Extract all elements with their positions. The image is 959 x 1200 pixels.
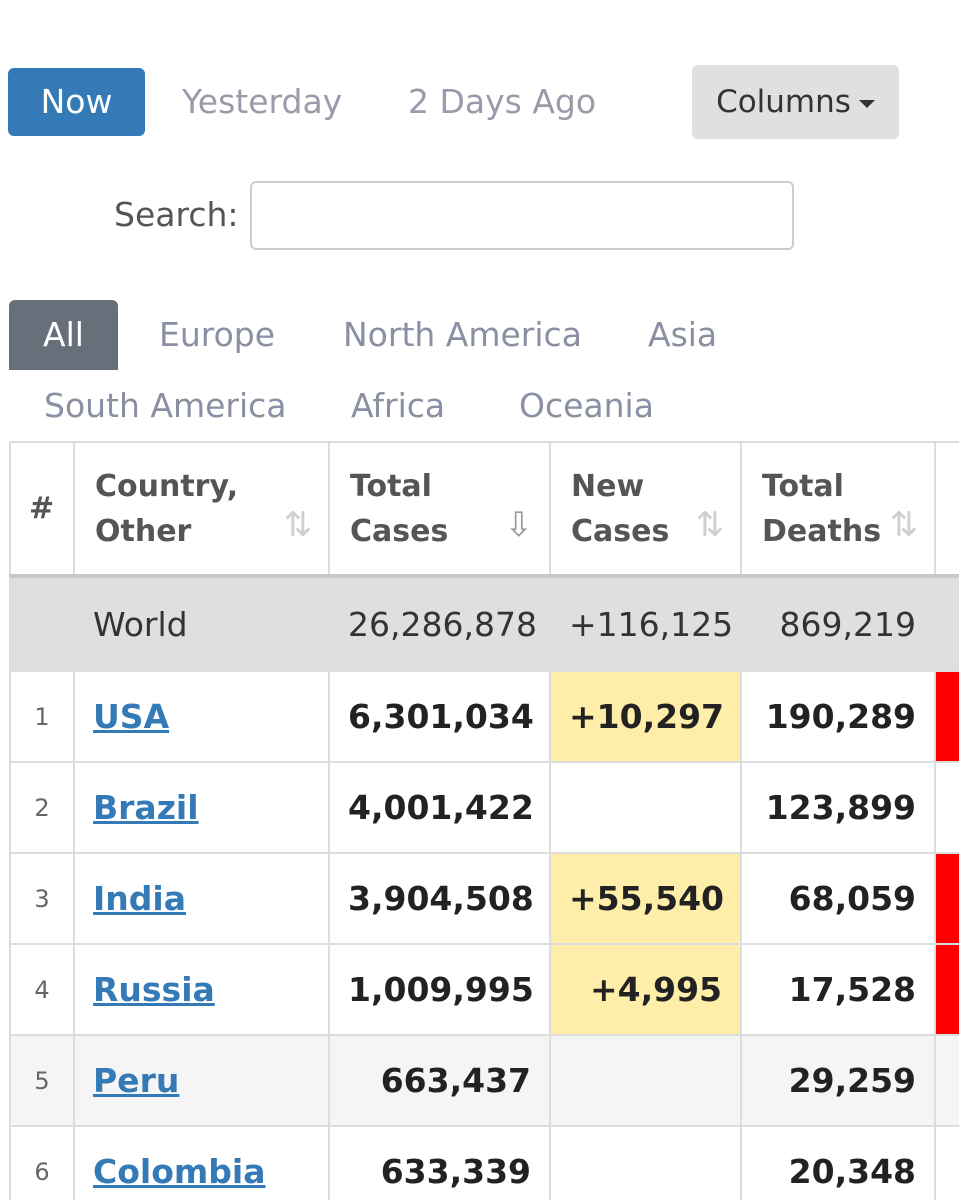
header-country-line2: Other [95, 513, 192, 549]
region-tab-africa[interactable]: Africa [351, 386, 446, 425]
header-new-deaths[interactable] [934, 441, 959, 578]
total-cases-cell: 663,437 [328, 1034, 551, 1127]
country-link[interactable]: Brazil [93, 788, 199, 827]
total-deaths-cell: 68,059 [740, 852, 936, 945]
new-deaths-cell [934, 1125, 959, 1200]
covid-stats-table: # Country, Other ⇅ Total Cases ⇩ New Cas… [9, 441, 959, 1200]
new-cases-cell: +10,297 [549, 670, 742, 763]
region-tab-europe[interactable]: Europe [159, 315, 276, 354]
country-cell: World [73, 575, 330, 672]
rank-cell: 3 [9, 852, 75, 945]
table-row: 3 India 3,904,508 +55,540 68,059 [9, 852, 959, 945]
header-new-cases-line1: New [571, 468, 645, 504]
new-deaths-cell [934, 1034, 959, 1127]
header-total-cases-line2: Cases [350, 513, 449, 549]
new-cases-cell [549, 1034, 742, 1127]
header-rank[interactable]: # [9, 441, 75, 578]
header-total-deaths-line2: Deaths [762, 513, 882, 549]
total-deaths-cell: 29,259 [740, 1034, 936, 1127]
rank-cell: 6 [9, 1125, 75, 1200]
region-tab-asia[interactable]: Asia [648, 315, 718, 354]
new-cases-cell: +116,125 [549, 575, 742, 672]
header-total-deaths[interactable]: Total Deaths ⇅ [740, 441, 936, 578]
rank-cell: 1 [9, 670, 75, 763]
new-cases-cell: +4,995 [549, 943, 742, 1036]
new-cases-cell [549, 1125, 742, 1200]
header-country[interactable]: Country, Other ⇅ [73, 441, 330, 578]
country-link[interactable]: Colombia [93, 1152, 266, 1191]
new-deaths-cell [934, 943, 959, 1036]
header-rank-label: # [29, 491, 55, 526]
rank-cell: 5 [9, 1034, 75, 1127]
columns-button-label: Columns [716, 84, 851, 120]
total-deaths-cell: 17,528 [740, 943, 936, 1036]
new-cases-cell: +55,540 [549, 852, 742, 945]
region-tab-all[interactable]: All [9, 300, 118, 370]
sort-icon: ⇅ [889, 505, 919, 545]
country-cell: Colombia [73, 1125, 330, 1200]
table-header-row: # Country, Other ⇅ Total Cases ⇩ New Cas… [9, 441, 959, 578]
country-cell: Russia [73, 943, 330, 1036]
table-row: 6 Colombia 633,339 20,348 [9, 1125, 959, 1200]
header-total-deaths-line1: Total [762, 468, 844, 504]
sort-desc-icon: ⇩ [504, 505, 534, 545]
country-link[interactable]: Peru [93, 1061, 180, 1100]
country-link[interactable]: Russia [93, 970, 215, 1009]
sort-icon: ⇅ [283, 505, 313, 545]
new-deaths-cell [934, 670, 959, 763]
total-cases-cell: 6,301,034 [328, 670, 551, 763]
rank-cell [9, 575, 75, 672]
country-cell: USA [73, 670, 330, 763]
country-cell: India [73, 852, 330, 945]
country-cell: Brazil [73, 761, 330, 854]
columns-dropdown-button[interactable]: Columns [692, 65, 899, 139]
new-deaths-cell [934, 575, 959, 672]
total-cases-cell: 1,009,995 [328, 943, 551, 1036]
header-total-cases-line1: Total [350, 468, 432, 504]
total-cases-cell: 633,339 [328, 1125, 551, 1200]
sort-icon: ⇅ [695, 505, 725, 545]
table-row: 1 USA 6,301,034 +10,297 190,289 [9, 670, 959, 763]
search-input[interactable] [250, 181, 794, 250]
search-label: Search: [114, 195, 239, 234]
region-tab-oceania[interactable]: Oceania [519, 386, 654, 425]
country-cell: Peru [73, 1034, 330, 1127]
header-new-cases-line2: Cases [571, 513, 670, 549]
rank-cell: 4 [9, 943, 75, 1036]
tab-now[interactable]: Now [8, 68, 145, 136]
new-deaths-cell [934, 852, 959, 945]
total-cases-cell: 4,001,422 [328, 761, 551, 854]
total-deaths-cell: 869,219 [740, 575, 936, 672]
table-row: 4 Russia 1,009,995 +4,995 17,528 [9, 943, 959, 1036]
total-cases-cell: 26,286,878 [328, 575, 551, 672]
table-row-world: World 26,286,878 +116,125 869,219 [9, 575, 959, 672]
total-cases-cell: 3,904,508 [328, 852, 551, 945]
header-country-line1: Country, [95, 468, 239, 504]
tab-yesterday[interactable]: Yesterday [182, 82, 343, 121]
covid-stats-table-container[interactable]: # Country, Other ⇅ Total Cases ⇩ New Cas… [9, 441, 959, 1200]
new-cases-cell [549, 761, 742, 854]
tab-2-days-ago[interactable]: 2 Days Ago [408, 82, 597, 121]
header-total-cases[interactable]: Total Cases ⇩ [328, 441, 551, 578]
table-row: 2 Brazil 4,001,422 123,899 [9, 761, 959, 854]
region-tab-south-america[interactable]: South America [44, 386, 287, 425]
region-tab-north-america[interactable]: North America [343, 315, 582, 354]
country-link[interactable]: India [93, 879, 186, 918]
rank-cell: 2 [9, 761, 75, 854]
caret-down-icon [858, 100, 875, 108]
table-row: 5 Peru 663,437 29,259 [9, 1034, 959, 1127]
new-deaths-cell [934, 761, 959, 854]
total-deaths-cell: 190,289 [740, 670, 936, 763]
total-deaths-cell: 20,348 [740, 1125, 936, 1200]
header-new-cases[interactable]: New Cases ⇅ [549, 441, 742, 578]
total-deaths-cell: 123,899 [740, 761, 936, 854]
country-link[interactable]: USA [93, 697, 170, 736]
